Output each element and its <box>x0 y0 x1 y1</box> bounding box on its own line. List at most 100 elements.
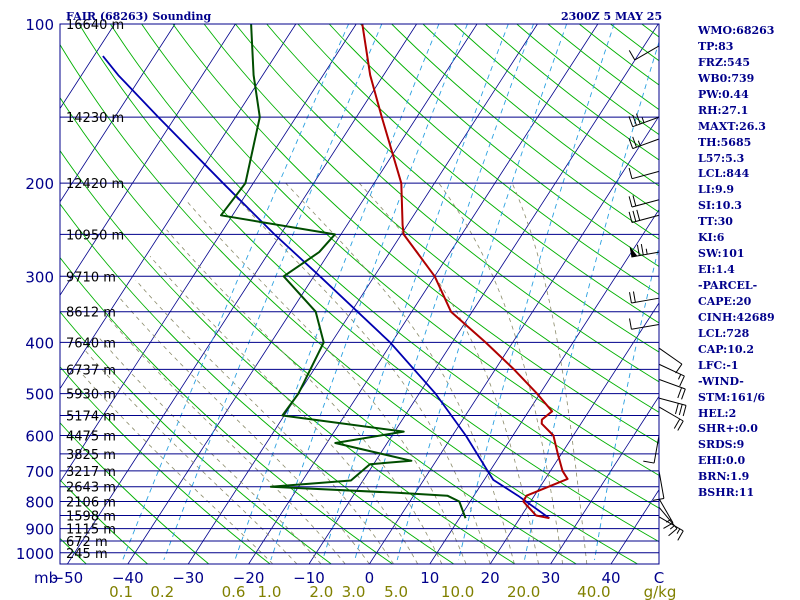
dry-adiabat-line <box>60 311 332 564</box>
dry-adiabat-line <box>453 24 659 187</box>
wind-barb-staff <box>631 199 660 208</box>
index-item: FRZ:545 <box>698 55 751 69</box>
height-label: 7640 m <box>66 336 116 351</box>
wind-barb-full <box>632 114 637 126</box>
dry-adiabat-line <box>60 366 271 564</box>
isotherm-line <box>429 208 659 564</box>
dry-adiabat-line <box>297 24 659 324</box>
temperature-tick-label: 0 <box>365 569 375 587</box>
wind-barb-full <box>628 167 633 179</box>
wind-barb-staff <box>632 116 660 128</box>
moist-adiabat-line <box>97 336 322 564</box>
wind-barb-staff <box>658 347 683 365</box>
pressure-tick-label: 900 <box>25 521 54 539</box>
isotherm-line <box>248 24 599 564</box>
mixing-ratio-tick-label: 40.0 <box>577 583 610 600</box>
pressure-tick-label: 800 <box>25 494 54 512</box>
dry-adiabat-line <box>109 24 659 509</box>
height-label: 12420 m <box>66 177 124 192</box>
wind-barb-half <box>677 374 682 380</box>
pressure-tick-label: 200 <box>25 175 54 193</box>
index-item: TP:83 <box>698 39 734 53</box>
isotherm-line <box>60 24 176 203</box>
wind-barb-full <box>636 209 641 221</box>
moist-adiabat-line <box>119 297 370 564</box>
index-item: BRN:1.9 <box>698 470 750 484</box>
wind-barb-full <box>632 291 636 303</box>
wind-barb-full <box>675 363 683 374</box>
pressure-tick-label: 1000 <box>16 545 54 563</box>
dry-adiabat-line <box>516 24 659 136</box>
isotherm-line <box>369 115 659 564</box>
index-item: CINH:42689 <box>698 310 775 324</box>
wind-barb-full <box>629 318 632 330</box>
pressure-tick-label: 300 <box>25 268 54 286</box>
wind-barb-staff <box>634 45 660 61</box>
index-item: RH:27.1 <box>698 103 749 117</box>
mixing-ratio-line <box>270 24 468 561</box>
wind-barb-half <box>645 248 648 255</box>
background-lines <box>0 24 659 564</box>
dry-adiabat-line <box>485 24 659 161</box>
height-label: 3217 m <box>66 465 116 480</box>
temperature-tick-label: −20 <box>233 569 265 587</box>
index-item: SI:10.3 <box>698 199 742 213</box>
wind-barb-full <box>681 388 686 400</box>
index-item: -PARCEL- <box>698 279 758 292</box>
wind-barb-staff <box>658 406 684 422</box>
dry-adiabat-line <box>235 24 659 383</box>
wind-barb-full <box>677 420 684 431</box>
dry-adiabat-line <box>0 24 25 564</box>
wind-barb-full <box>679 375 685 387</box>
index-item: LI:9.9 <box>698 183 735 197</box>
isotherm-line <box>489 302 659 564</box>
chart-title: FAIR (68263) Sounding <box>66 10 211 23</box>
dry-adiabat-line <box>141 24 659 476</box>
index-item: WMO:68263 <box>698 24 775 37</box>
height-label: 9710 m <box>66 270 116 285</box>
isotherm-line <box>67 24 417 564</box>
height-label: 5174 m <box>66 410 116 425</box>
pressure-tick-label: 100 <box>25 16 54 34</box>
wind-barb-full <box>674 403 679 415</box>
mixing-ratio-tick-label: 0.1 <box>109 583 133 600</box>
height-label: 1598 m <box>66 509 116 524</box>
wind-barb-full <box>636 244 640 256</box>
wind-barb-full <box>643 460 655 464</box>
wind-barbs <box>628 45 687 541</box>
temperature-trace <box>361 24 569 520</box>
wind-barb-full <box>668 528 678 537</box>
mixing-ratio-tick-label: 0.6 <box>222 583 246 600</box>
dry-adiabat-line <box>60 96 577 564</box>
mixing-ratio-tick-label: 10.0 <box>441 583 474 600</box>
wind-barb-full <box>632 195 637 207</box>
index-item: STM:161/6 <box>698 390 765 404</box>
index-item: SW:101 <box>698 247 745 261</box>
dry-adiabat-line <box>60 256 393 564</box>
wind-barb-full <box>677 530 684 541</box>
pressure-tick-label: 600 <box>25 427 54 445</box>
valid-time: 2300Z 5 MAY 25 <box>561 10 662 23</box>
wind-barb-staff <box>658 498 674 524</box>
moist-adiabat-line <box>359 182 539 564</box>
height-label: 245 m <box>66 547 108 562</box>
wind-barb-full <box>628 116 634 127</box>
temperature-tick-label: −30 <box>172 569 204 587</box>
parcel-trace <box>102 55 550 519</box>
wind-barb-staff <box>632 138 660 150</box>
wind-barb-staff <box>631 297 660 304</box>
wind-barb-staff <box>658 378 686 390</box>
wind-barb-full <box>635 113 641 125</box>
mixing-ratio-tick-label: 0.2 <box>150 583 174 600</box>
mixing-ratio-line <box>122 24 350 561</box>
dry-adiabat-line <box>360 24 659 268</box>
dry-adiabat-line <box>391 24 659 240</box>
height-label: 6737 m <box>66 363 116 378</box>
index-item: TH:5685 <box>698 135 752 149</box>
isotherm-line <box>187 24 538 564</box>
temperature-tick-label: −50 <box>52 569 84 587</box>
wind-barb-full <box>682 405 687 417</box>
height-label: 2106 m <box>66 496 116 511</box>
